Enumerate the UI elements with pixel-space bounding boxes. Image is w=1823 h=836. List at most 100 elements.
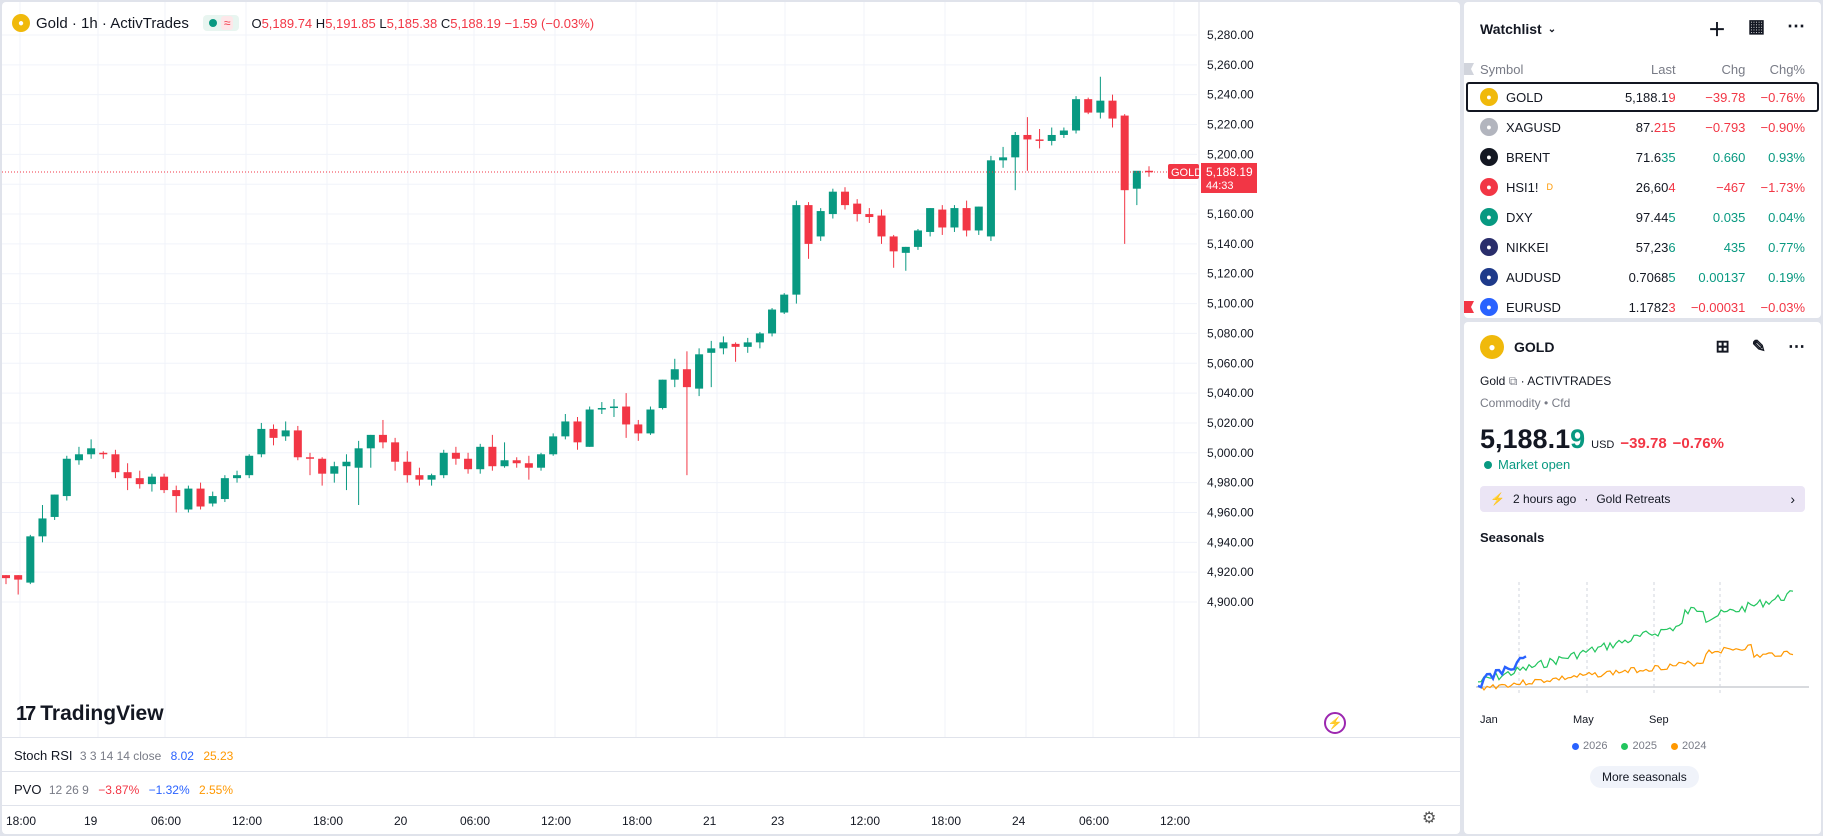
symbol-name[interactable]: Gold bbox=[1480, 374, 1506, 388]
row-symbol: ● BRENT bbox=[1480, 148, 1601, 166]
indicator-value-signal: −1.32% bbox=[148, 783, 190, 797]
chart-pane[interactable]: ● Gold · 1h · ActivTrades ≈ O5,189.74 H5… bbox=[2, 2, 1460, 834]
time-tick: 18:00 bbox=[313, 814, 344, 828]
time-tick: 06:00 bbox=[1079, 814, 1110, 828]
row-symbol: ● AUDUSD bbox=[1480, 268, 1601, 286]
candle-body bbox=[901, 246, 910, 253]
market-open-dot-icon bbox=[208, 19, 217, 27]
edit-icon[interactable]: ✎ bbox=[1751, 337, 1766, 356]
candle-body bbox=[658, 379, 667, 409]
candle-body bbox=[609, 406, 618, 409]
candle-body bbox=[938, 209, 947, 228]
candle-body bbox=[354, 448, 363, 468]
candle-body bbox=[208, 496, 217, 504]
symbol-title[interactable]: Gold · 1h · ActivTrades bbox=[36, 14, 189, 32]
candle-body bbox=[233, 475, 242, 479]
pvo-pane[interactable]: PVO 12 26 9 −3.87% −1.32% 2.55% bbox=[2, 771, 1460, 805]
candle-body bbox=[755, 333, 764, 343]
row-chg: −467 bbox=[1716, 179, 1746, 195]
col-chg[interactable]: Chg bbox=[1721, 61, 1746, 77]
watchlist-row-dxy[interactable]: ● DXY 97.445 0.035 0.04% bbox=[1464, 202, 1821, 232]
more-options-icon[interactable]: ⋯ bbox=[1788, 337, 1805, 356]
row-chgp: 0.93% bbox=[1768, 149, 1805, 165]
high-value: 5,191.85 bbox=[325, 15, 376, 31]
price-tick: 5,140.00 bbox=[1207, 237, 1254, 251]
price-tick: 4,920.00 bbox=[1207, 565, 1254, 579]
flag-icon[interactable] bbox=[1464, 63, 1474, 75]
watchlist-row-nikkei[interactable]: ● NIKKEI 57,236 435 0.77% bbox=[1464, 232, 1821, 262]
exchange-name[interactable]: ACTIVTRADES bbox=[1527, 374, 1612, 388]
legend-2026[interactable]: 2026 bbox=[1572, 740, 1607, 752]
price-tick: 5,020.00 bbox=[1207, 416, 1254, 430]
col-symbol[interactable]: Symbol bbox=[1480, 61, 1524, 77]
add-symbol-icon[interactable]: ＋ bbox=[1707, 20, 1726, 40]
watchlist-row-brent[interactable]: ● BRENT 71.635 0.660 0.93% bbox=[1464, 142, 1821, 172]
grid-icon[interactable]: ⊞ bbox=[1715, 337, 1730, 356]
external-link-icon[interactable]: ⧉ bbox=[1508, 374, 1518, 388]
col-chgp[interactable]: Chg% bbox=[1769, 61, 1805, 77]
season-line-2026 bbox=[1477, 655, 1527, 689]
row-chg: 0.00137 bbox=[1698, 269, 1746, 285]
more-options-icon[interactable]: ⋯ bbox=[1787, 16, 1805, 36]
watchlist-row-hsi1[interactable]: ● HSI1! D 26,604 −467 −1.73% bbox=[1464, 172, 1821, 202]
chevron-down-icon[interactable]: ⌄ bbox=[1547, 23, 1557, 35]
indicator-value-pvo: −3.87% bbox=[98, 783, 140, 797]
legend-2025[interactable]: 2025 bbox=[1621, 740, 1657, 752]
indicator-name[interactable]: PVO bbox=[14, 782, 42, 797]
table-layout-icon[interactable]: ▦ bbox=[1747, 16, 1765, 36]
seasonals-title[interactable]: Seasonals bbox=[1480, 530, 1545, 545]
seasonals-chart[interactable] bbox=[1464, 552, 1821, 712]
candle-body bbox=[695, 354, 704, 389]
details-symbol[interactable]: GOLD bbox=[1514, 339, 1555, 355]
indicator-params: 3 3 14 14 close bbox=[79, 749, 162, 763]
news-banner[interactable]: ⚡ 2 hours ago · Gold Retreats › bbox=[1480, 486, 1805, 512]
watchlist-title[interactable]: Watchlist bbox=[1480, 21, 1542, 37]
time-tick: 12:00 bbox=[1160, 814, 1191, 828]
candle-body bbox=[415, 475, 424, 480]
candle-body bbox=[768, 309, 777, 334]
time-tick: 24 bbox=[1012, 814, 1026, 828]
price-tick: 4,960.00 bbox=[1207, 505, 1254, 519]
more-seasonals-button[interactable]: More seasonals bbox=[1590, 766, 1699, 788]
open-value: 5,189.74 bbox=[261, 15, 313, 31]
price-tick: 5,280.00 bbox=[1207, 28, 1254, 42]
lightning-icon[interactable]: ⚡ bbox=[1324, 712, 1346, 734]
col-last[interactable]: Last bbox=[1650, 61, 1676, 77]
open-label: O bbox=[251, 15, 262, 31]
candle-body bbox=[913, 230, 922, 247]
indicator-name[interactable]: Stoch RSI bbox=[14, 748, 73, 763]
category: Commodity bbox=[1480, 396, 1541, 410]
row-symbol: ● NIKKEI bbox=[1480, 238, 1601, 256]
flag-icon[interactable] bbox=[1464, 301, 1474, 313]
watchlist-row-eurusd[interactable]: ● EURUSD 1.17823 −0.00031 −0.03% bbox=[1464, 292, 1821, 318]
row-last: 5,188.19 bbox=[1624, 89, 1676, 105]
stoch-rsi-pane[interactable]: Stoch RSI 3 3 14 14 close 8.02 25.23 bbox=[2, 737, 1460, 771]
watchlist-row-xagusd[interactable]: ● XAGUSD 87.215 −0.793 −0.90% bbox=[1464, 112, 1821, 142]
row-symbol: ● HSI1! D bbox=[1480, 178, 1601, 196]
candle-body bbox=[257, 428, 266, 455]
candle-body bbox=[999, 157, 1008, 161]
candle-body bbox=[1120, 115, 1129, 191]
details-name-line: Gold ⧉ · ACTIVTRADES bbox=[1480, 374, 1612, 388]
candle-body bbox=[585, 409, 594, 447]
watchlist-row-audusd[interactable]: ● AUDUSD 0.70685 0.00137 0.19% bbox=[1464, 262, 1821, 292]
nikkei-225-icon: ● bbox=[1480, 238, 1498, 256]
candle-body bbox=[731, 343, 740, 347]
price-tick: 5,160.00 bbox=[1207, 207, 1254, 221]
price-tick: 5,080.00 bbox=[1207, 326, 1254, 340]
candle-body bbox=[111, 454, 120, 473]
legend-2024[interactable]: 2024 bbox=[1670, 740, 1706, 752]
status-pills[interactable]: ≈ bbox=[202, 15, 240, 31]
time-axis[interactable]: 18:00 19 06:00 12:00 18:00 20 06:00 12:00 18:00 2… bbox=[2, 805, 1460, 834]
close-label: C bbox=[440, 15, 451, 31]
news-time: 2 hours ago bbox=[1512, 492, 1577, 506]
time-tick: 06:00 bbox=[460, 814, 491, 828]
watchlist-row-gold[interactable]: ● GOLD 5,188.19 −39.78 −0.76% bbox=[1466, 82, 1819, 112]
settings-gear-icon[interactable]: ⚙ bbox=[1422, 810, 1437, 827]
tradingview-logo[interactable]: 17 TradingView bbox=[16, 702, 164, 726]
candlestick-chart[interactable]: 5,280.00 5,260.00 5,240.00 5,220.00 5,200.00… bbox=[2, 2, 1460, 737]
candle-body bbox=[488, 446, 497, 467]
row-symbol: ● EURUSD bbox=[1480, 298, 1601, 316]
row-last: 97.445 bbox=[1635, 209, 1676, 225]
news-title: Gold Retreats bbox=[1596, 492, 1671, 506]
